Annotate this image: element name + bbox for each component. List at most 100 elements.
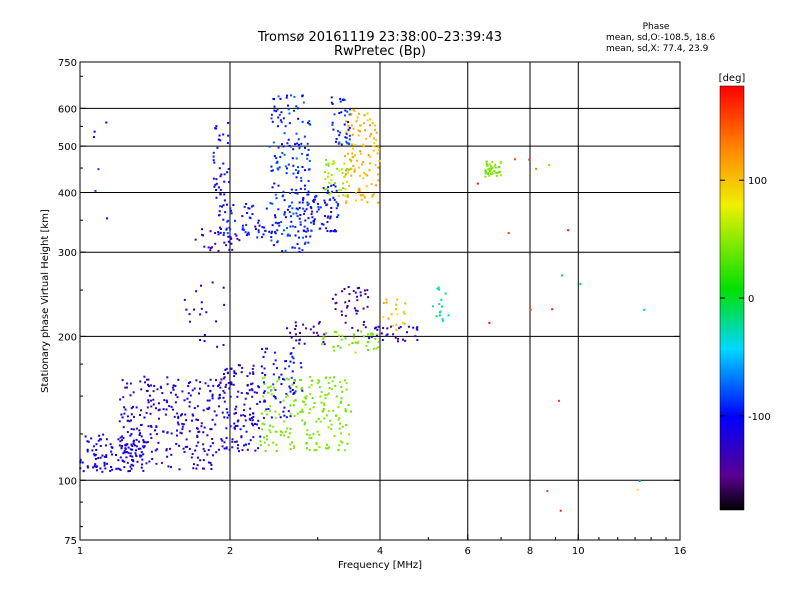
data-point (234, 425, 237, 428)
data-point (165, 399, 168, 402)
data-point (495, 174, 498, 177)
data-point (342, 194, 345, 197)
data-point (211, 418, 214, 421)
data-point (345, 120, 348, 123)
data-point (346, 195, 349, 198)
x-tick-label: 1 (77, 546, 83, 557)
data-point (288, 432, 291, 435)
data-point (341, 425, 344, 428)
data-point (392, 333, 395, 336)
data-point (273, 105, 276, 108)
data-point (278, 224, 281, 227)
data-point (215, 320, 218, 323)
data-point (300, 179, 303, 182)
data-point (345, 131, 348, 134)
data-point (251, 395, 254, 398)
data-point (317, 417, 320, 420)
data-point (261, 348, 264, 351)
data-point (289, 404, 292, 407)
data-point (358, 286, 361, 289)
data-point (187, 385, 190, 388)
data-point (370, 332, 373, 335)
data-point (315, 448, 318, 451)
data-point (195, 418, 198, 421)
data-point (264, 351, 267, 354)
data-point (287, 378, 290, 381)
data-point (294, 399, 297, 402)
data-point (150, 425, 153, 428)
data-point (377, 346, 380, 349)
data-point (230, 237, 233, 240)
data-point (222, 133, 225, 136)
point-cluster (194, 226, 241, 252)
data-point (298, 201, 301, 204)
phase-stats: Phase mean, sd,O:-108.5, 18.6 mean, sd,X… (606, 22, 726, 55)
data-point (96, 465, 99, 468)
data-point (223, 376, 226, 379)
data-point (219, 231, 222, 234)
data-point (236, 447, 239, 450)
data-point (371, 195, 374, 198)
data-point (344, 301, 347, 304)
data-point (192, 463, 195, 466)
data-point (301, 166, 304, 169)
data-point (86, 466, 89, 469)
data-point (232, 203, 235, 206)
data-point (188, 405, 191, 408)
data-point (130, 443, 133, 446)
data-point (236, 237, 239, 240)
data-point (220, 173, 223, 176)
data-point (431, 305, 434, 308)
data-point (223, 231, 226, 234)
data-point (274, 410, 277, 413)
data-point (323, 404, 326, 407)
data-point (248, 413, 251, 416)
data-point (331, 297, 334, 300)
data-point (126, 382, 129, 385)
data-point (105, 454, 108, 457)
data-point (266, 413, 269, 416)
data-point (351, 152, 354, 155)
data-point (252, 424, 255, 427)
data-point (306, 227, 309, 230)
data-point (287, 233, 290, 236)
data-point (179, 431, 182, 434)
data-point (344, 109, 347, 112)
data-point (206, 399, 209, 402)
data-point (279, 97, 282, 100)
data-point (272, 244, 275, 247)
data-point (234, 440, 237, 443)
data-point (218, 448, 221, 451)
data-point (193, 407, 196, 410)
data-point (285, 392, 288, 395)
data-point (343, 288, 346, 291)
data-point (260, 236, 263, 239)
data-point (309, 393, 312, 396)
data-point (326, 447, 329, 450)
data-point (132, 440, 135, 443)
data-point (247, 207, 250, 210)
data-point (241, 227, 244, 230)
data-point (192, 414, 195, 417)
data-point (296, 107, 299, 110)
data-point (395, 323, 398, 326)
data-point (230, 242, 233, 245)
data-point (290, 201, 293, 204)
data-points (79, 94, 646, 512)
data-point (227, 167, 230, 170)
data-point (124, 408, 127, 411)
data-point (114, 454, 117, 457)
data-point (124, 443, 127, 446)
data-point (367, 341, 370, 344)
data-point (218, 210, 221, 213)
data-point (347, 285, 350, 288)
data-point (498, 170, 501, 173)
data-point (236, 420, 239, 423)
data-point (350, 160, 353, 163)
data-point (249, 439, 252, 442)
data-point (155, 425, 158, 428)
data-point (319, 420, 322, 423)
data-point (227, 121, 230, 124)
data-point (282, 145, 285, 148)
point-cluster (218, 364, 262, 453)
